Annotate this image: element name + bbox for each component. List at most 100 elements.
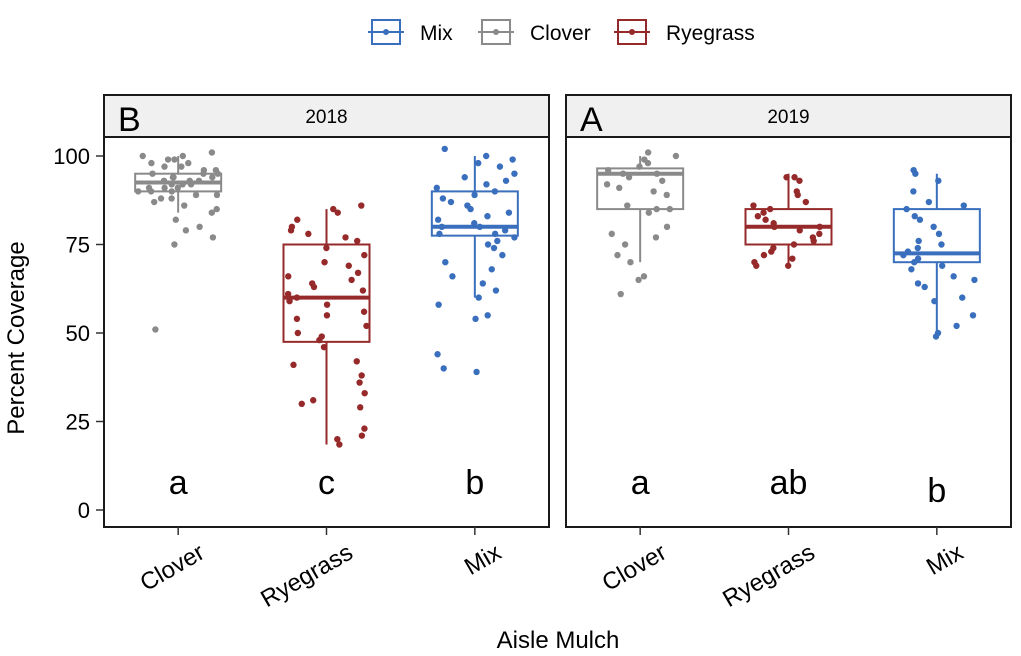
data-point	[621, 241, 629, 248]
data-point	[342, 234, 349, 241]
data-point	[491, 230, 499, 238]
data-point	[294, 216, 301, 223]
data-point	[659, 177, 666, 184]
legend-label: Clover	[530, 22, 591, 45]
data-point	[195, 177, 203, 184]
data-point	[912, 170, 919, 177]
data-point	[334, 209, 341, 216]
data-point	[435, 301, 442, 308]
data-point	[356, 379, 363, 386]
legend-key-point	[629, 29, 635, 35]
data-point	[911, 259, 918, 266]
data-point	[334, 436, 341, 443]
data-point	[209, 174, 216, 181]
data-point	[484, 212, 491, 220]
data-point	[360, 308, 368, 315]
data-point	[488, 266, 495, 273]
data-point	[293, 315, 301, 323]
data-point	[904, 248, 912, 255]
panel-tag: B	[118, 101, 141, 139]
data-point	[914, 280, 922, 287]
data-point	[931, 297, 938, 305]
data-point	[330, 205, 337, 213]
data-point	[790, 241, 798, 248]
data-point	[196, 223, 203, 230]
data-point	[959, 294, 966, 301]
x-tick-label: Mix	[922, 539, 968, 581]
data-point	[938, 262, 946, 269]
data-point	[442, 259, 449, 266]
data-point	[616, 184, 623, 192]
data-point	[971, 276, 978, 284]
data-point	[925, 198, 933, 206]
data-point	[794, 191, 801, 199]
x-tick-label: Mix	[460, 539, 506, 581]
data-point	[619, 170, 627, 177]
data-point	[960, 202, 967, 209]
legend-key-point	[383, 29, 389, 35]
data-point	[461, 174, 468, 181]
data-point	[502, 177, 510, 184]
box-clover: a	[596, 149, 685, 502]
data-point	[440, 365, 447, 372]
data-point	[796, 177, 803, 184]
data-point	[187, 181, 195, 188]
data-point	[182, 227, 190, 234]
data-point	[915, 237, 922, 245]
data-point	[789, 255, 796, 262]
data-point	[214, 170, 221, 177]
data-point	[910, 188, 917, 195]
data-point	[760, 209, 767, 216]
data-point	[505, 209, 513, 216]
strip-background	[565, 94, 1012, 138]
data-point	[484, 241, 492, 248]
strip-label: 2019	[767, 107, 809, 128]
data-point	[358, 202, 365, 209]
data-point	[784, 262, 792, 269]
data-point	[441, 145, 448, 153]
data-point	[932, 333, 940, 340]
data-point	[479, 280, 487, 287]
legend-item-ryegrass: Ryegrass	[614, 19, 755, 45]
data-point	[359, 287, 367, 294]
data-point	[640, 273, 648, 280]
data-point	[161, 163, 168, 170]
data-point	[475, 159, 482, 167]
data-point	[354, 269, 362, 277]
data-point	[293, 294, 301, 301]
data-point	[950, 273, 957, 280]
significance-letter: c	[318, 464, 335, 502]
data-point	[816, 223, 823, 230]
x-tick-label: Clover	[598, 539, 672, 597]
data-point	[305, 230, 312, 238]
panel-2018: 2018 Ba Clover c Ryegrass b Mix	[103, 94, 550, 613]
data-point	[953, 322, 960, 330]
data-point	[903, 205, 910, 213]
legend-key-point	[493, 29, 499, 35]
data-point	[483, 181, 490, 188]
data-point	[911, 212, 918, 220]
data-point	[361, 389, 368, 397]
data-point	[672, 152, 680, 160]
box-ryegrass: c	[282, 202, 371, 502]
legend-item-mix: Mix	[368, 19, 453, 45]
data-point	[179, 181, 186, 188]
data-point	[168, 181, 175, 188]
data-point	[147, 188, 155, 195]
data-point	[286, 297, 293, 305]
strip-label: 2018	[305, 107, 347, 128]
data-point	[287, 227, 295, 234]
data-point	[148, 159, 155, 167]
data-point	[636, 163, 643, 170]
data-point	[357, 404, 364, 411]
data-point	[358, 372, 365, 379]
data-point	[494, 237, 501, 245]
x-tick-label: Clover	[136, 539, 210, 597]
data-point	[617, 290, 624, 298]
x-axis-title: Aisle Mulch	[497, 627, 620, 654]
data-point	[760, 251, 768, 259]
data-point	[172, 216, 179, 223]
data-point	[213, 205, 220, 213]
data-point	[625, 174, 633, 181]
